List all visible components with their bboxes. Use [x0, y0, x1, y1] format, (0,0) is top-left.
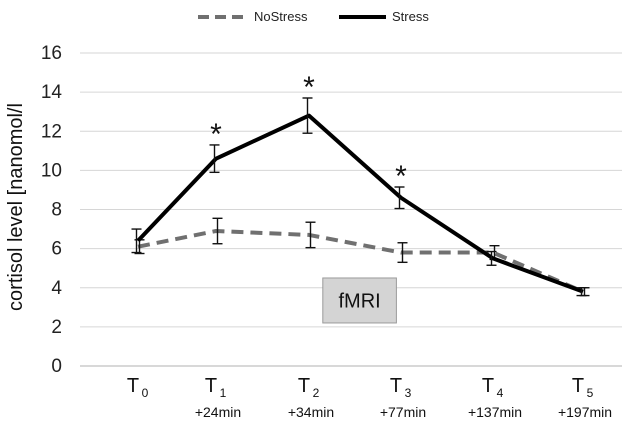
series-stress	[131, 97, 587, 297]
x-tick-time: +197min	[558, 404, 612, 420]
y-axis-title: cortisol level [nanomol/l	[5, 103, 27, 311]
error-bar-stress	[302, 97, 313, 134]
x-tick-label: T	[390, 375, 402, 397]
x-tick-subscript: 5	[587, 386, 594, 400]
y-tick-label: 10	[41, 160, 62, 181]
error-bar-nostress	[212, 217, 223, 245]
y-tick-label: 4	[51, 278, 62, 299]
fmri-annotation: fMRI	[322, 277, 397, 324]
x-tick-time: +34min	[288, 404, 334, 420]
series-layer	[131, 97, 590, 297]
legend-label-stress: Stress	[392, 9, 429, 24]
x-tick-time: +137min	[468, 404, 522, 420]
x-tick-subscript: 3	[405, 386, 412, 400]
error-bar-stress	[209, 144, 220, 174]
x-tick-time: +24min	[195, 404, 241, 420]
y-tick-label: 0	[51, 356, 62, 377]
x-tick-subscript: 2	[313, 386, 320, 400]
x-tick-label: T	[572, 375, 584, 397]
error-bar-nostress	[305, 221, 316, 249]
y-tick-label: 12	[41, 121, 62, 142]
significance-markers: * * *	[210, 71, 407, 193]
x-tick-label: T	[298, 375, 310, 397]
y-axis-tick-labels: 0 2 4 6 8 10 12 14 16	[41, 43, 63, 377]
fmri-box	[322, 277, 397, 324]
error-bar-stress	[131, 228, 142, 254]
x-tick-subscript: 4	[497, 386, 504, 400]
x-tick-time: +77min	[380, 404, 426, 420]
series-line-stress	[136, 113, 584, 294]
significance-star: *	[210, 118, 222, 151]
fmri-label: fMRI	[338, 290, 380, 312]
series-line-nostress	[137, 229, 584, 294]
y-tick-label: 16	[41, 43, 62, 64]
y-tick-label: 2	[51, 317, 62, 338]
x-tick-label: T	[127, 375, 139, 397]
y-tick-label: 6	[51, 239, 62, 260]
significance-star: *	[395, 160, 407, 193]
x-tick-subscript: 1	[220, 386, 227, 400]
x-tick-subscript: 0	[142, 386, 149, 400]
error-bar-stress	[576, 287, 587, 297]
error-bar-stress	[486, 250, 497, 266]
y-tick-label: 8	[51, 200, 62, 221]
legend: NoStress Stress	[198, 9, 429, 24]
y-tick-label: 14	[41, 82, 63, 103]
x-tick-label: T	[205, 375, 217, 397]
significance-star: *	[303, 71, 315, 104]
legend-label-nostress: NoStress	[254, 9, 308, 24]
error-bar-nostress	[397, 242, 408, 264]
error-bar-stress	[394, 186, 405, 210]
x-tick-label: T	[482, 375, 494, 397]
